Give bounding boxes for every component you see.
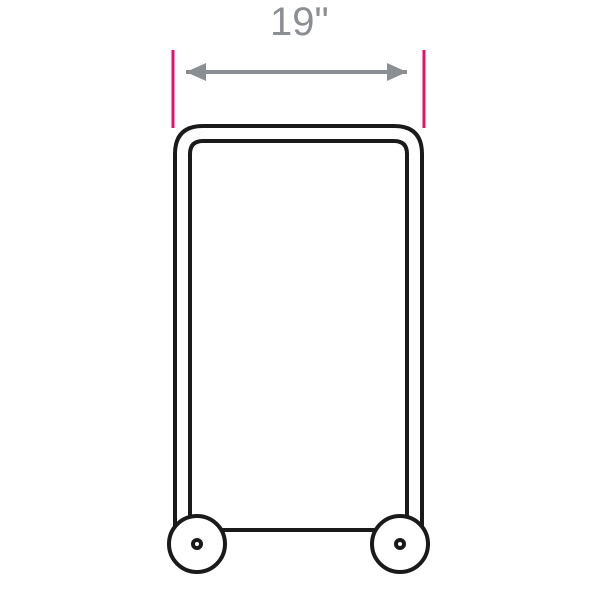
dimension-arrow-head-left <box>186 63 206 81</box>
dimension-width-label: 19" <box>270 0 329 45</box>
axle-left <box>193 540 201 548</box>
cart-frame <box>175 126 422 530</box>
axle-right <box>396 540 404 548</box>
diagram-canvas: 19" <box>0 0 600 600</box>
dimension-arrow-head-right <box>387 63 407 81</box>
diagram-svg <box>0 0 600 600</box>
